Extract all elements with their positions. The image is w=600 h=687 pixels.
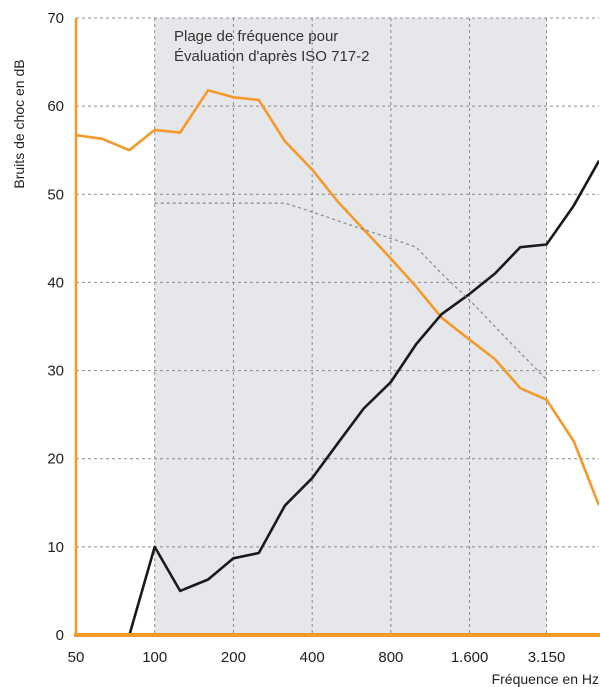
y-tick-label-30: 30 [47, 363, 64, 380]
axes [74, 18, 600, 637]
x-tick-label-50: 50 [68, 649, 85, 666]
evaluation-range-shade [154, 18, 547, 635]
y-tick-label-10: 10 [47, 539, 64, 556]
y-tick-label-0: 0 [56, 627, 64, 644]
tick-labels: 0 10 20 30 40 50 60 70 50 100 200 400 800 1.600 3.150 [47, 10, 565, 666]
annotation-line-2: Évaluation d'après ISO 717-2 [174, 48, 369, 65]
x-axis-title: Fréquence en Hz [492, 671, 599, 687]
x-tick-label-200: 200 [221, 649, 246, 666]
grid [76, 17, 599, 635]
x-tick-label-400: 400 [300, 649, 325, 666]
y-tick-label-70: 70 [47, 10, 64, 27]
annotation-line-1: Plage de fréquence pour [174, 28, 338, 45]
series-group [76, 89, 599, 636]
y-tick-label-20: 20 [47, 451, 64, 468]
x-tick-label-800: 800 [378, 649, 403, 666]
series-line-black [128, 160, 599, 636]
y-tick-label-60: 60 [47, 98, 64, 115]
y-tick-label-40: 40 [47, 274, 64, 291]
series-line-reference [154, 202, 547, 380]
series-line-orange [76, 89, 599, 506]
x-tick-label-100: 100 [142, 649, 167, 666]
y-axis-title: Bruits de choc en dB [11, 59, 27, 188]
x-tick-label-1.600: 1.600 [451, 649, 489, 666]
x-tick-label-3.150: 3.150 [528, 649, 566, 666]
y-tick-label-50: 50 [47, 186, 64, 203]
